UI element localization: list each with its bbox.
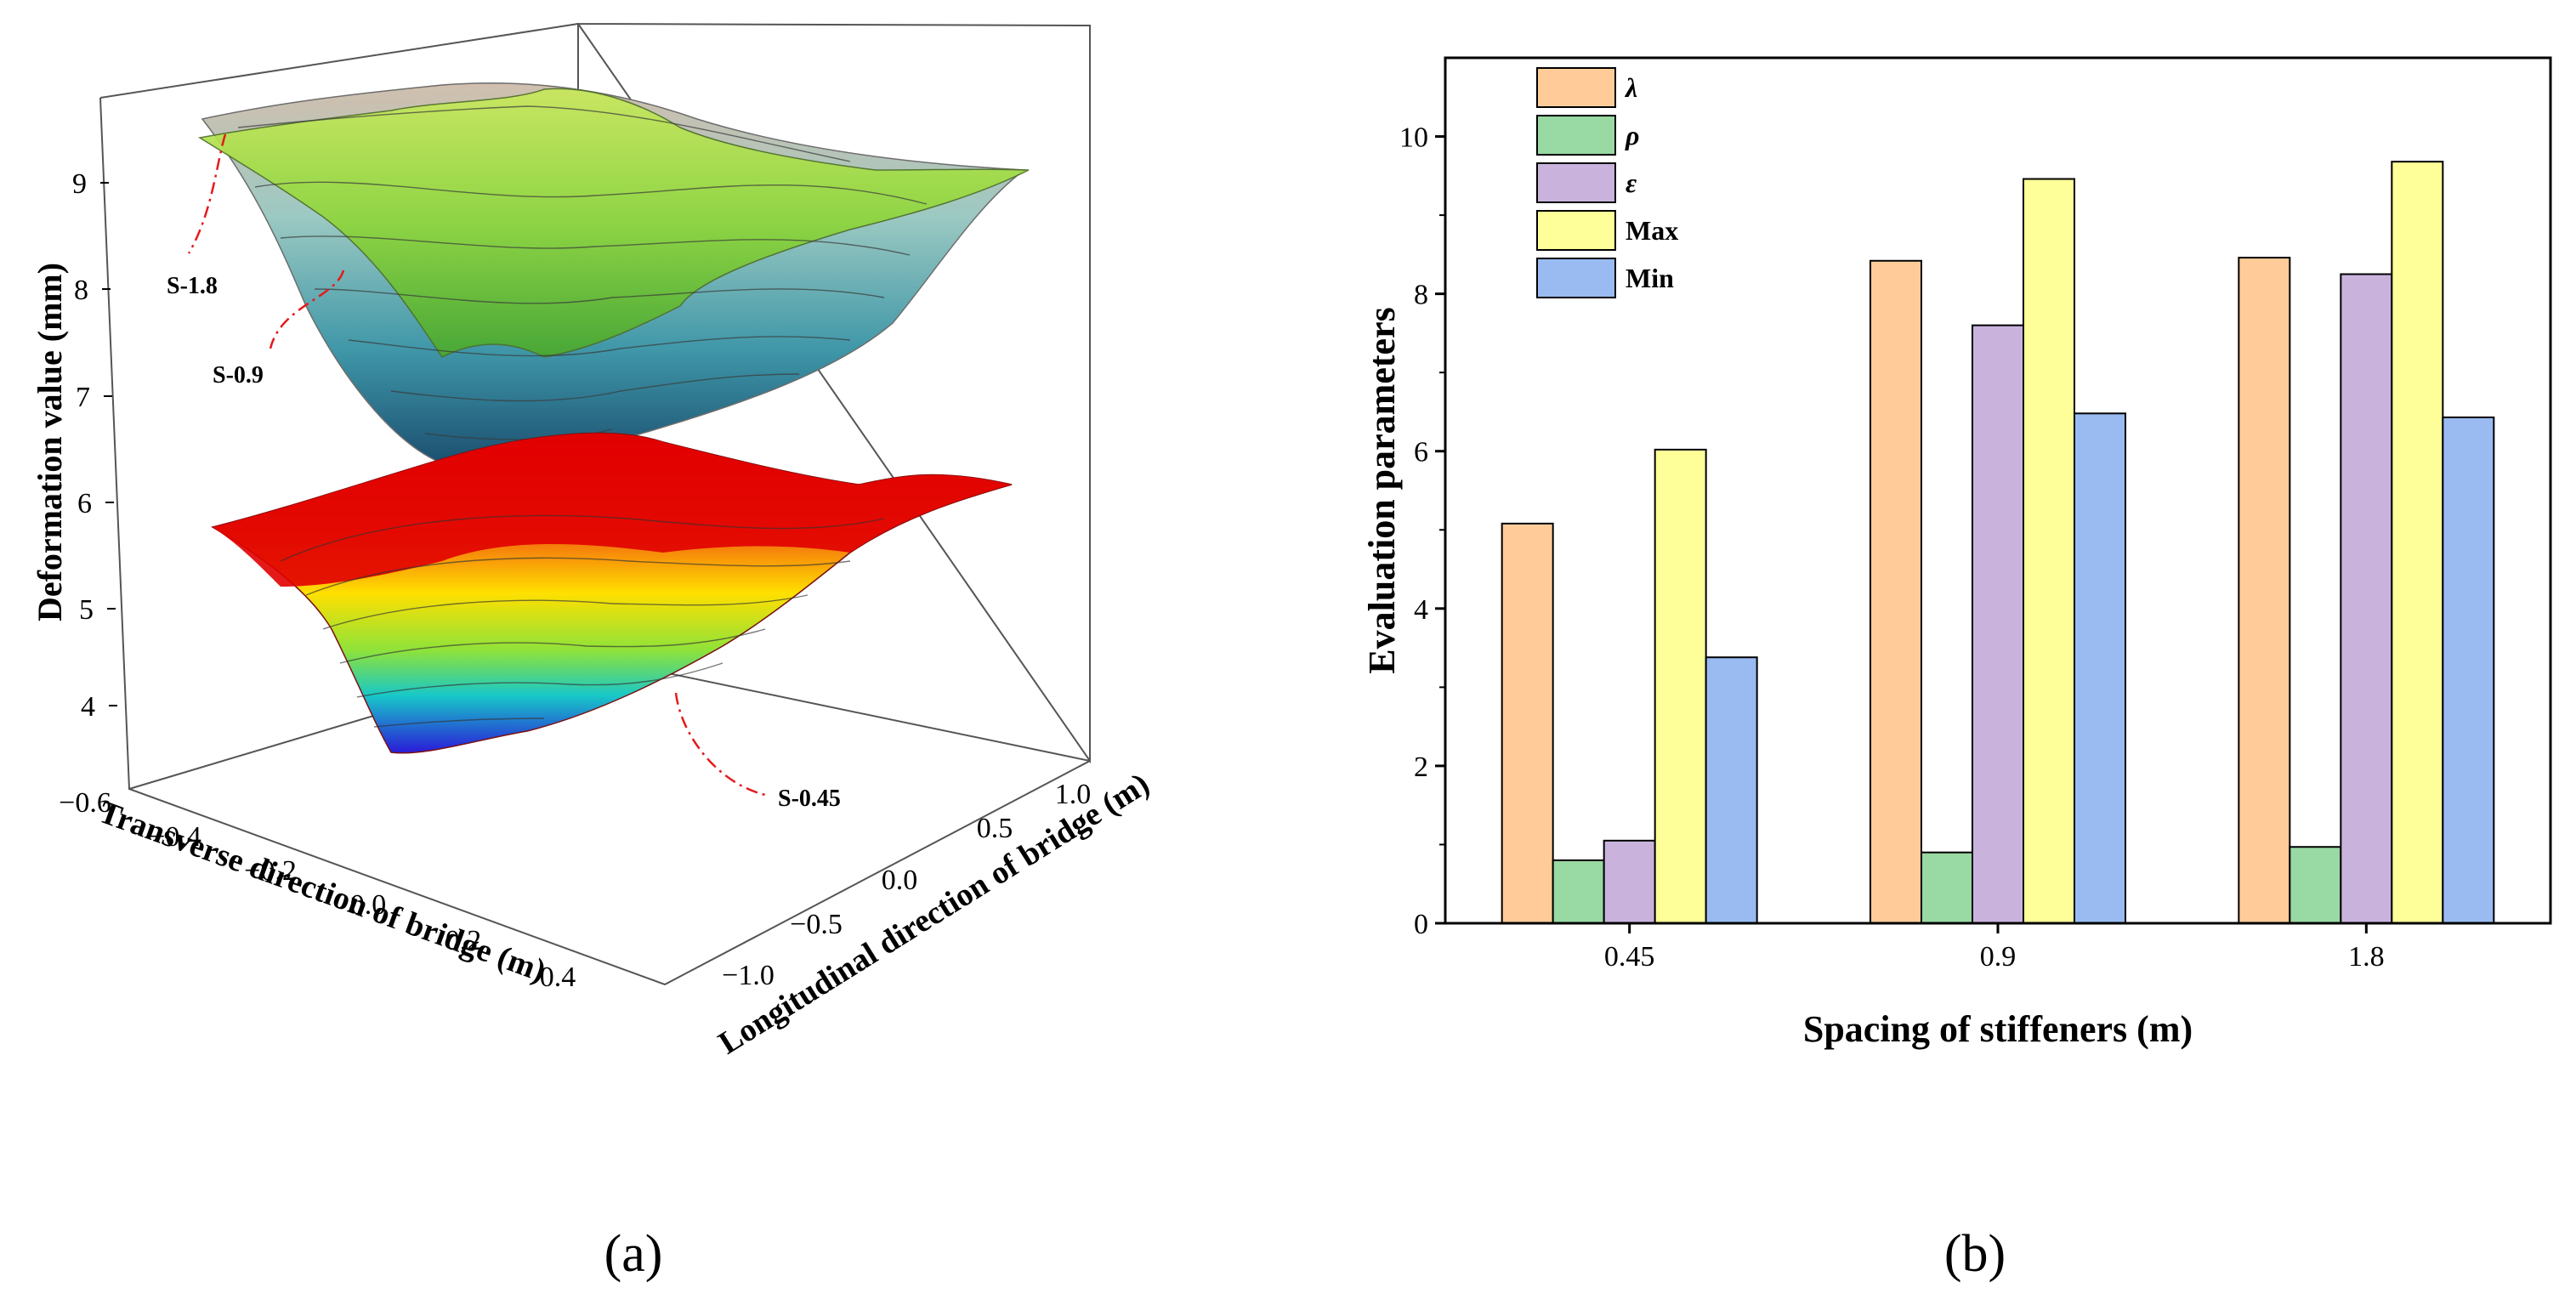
x-category-label: 0.9 [1980,941,2017,973]
z-tick-label: 8 [74,275,88,306]
x-tick-label: −0.6 [59,787,111,819]
x-tick-label: 0.2 [445,925,482,956]
z-axis-label: Deformation value (mm) [31,263,69,621]
bar-Min-0.9 [2074,412,2126,924]
legend-swatch-lambda [1536,67,1616,108]
legend-label-epsilon: ε [1626,167,1637,198]
y-axis-tick-labels: −1.0 −0.5 0.0 0.5 1.0 [722,779,1091,991]
z-tick-label: 5 [79,594,94,626]
y-tick-label: 4 [1414,594,1428,626]
legend-swatch-max [1536,210,1616,251]
bar-ε-0.9 [1972,324,2024,924]
annotation-s-1-8: S-1.8 [167,273,218,299]
legend-label-lambda: λ [1624,72,1637,103]
y-axis-label: Evaluation parameters [1361,307,1403,673]
bar-Max-0.9 [2023,178,2075,924]
legend-label-min: Min [1626,263,1674,293]
surface-s-0-45-rim [213,433,1012,587]
bar-ρ-1.8 [2289,846,2342,924]
x-tick-label: 0.0 [350,889,387,921]
y-tick-label: 2 [1414,752,1428,783]
z-tick-label: 6 [77,488,92,519]
y-tick-label: 6 [1414,437,1428,468]
z-tick-label: 7 [76,382,90,413]
bar-λ-0.9 [1870,259,1922,924]
legend-swatch-min [1536,258,1616,298]
bar-Max-1.8 [2391,161,2444,925]
x-axis-label: Spacing of stiffeners (m) [1803,1008,2193,1050]
bar-Min-1.8 [2442,416,2495,924]
bar-ε-1.8 [2340,273,2393,924]
annotation-s-0-9: S-0.9 [213,362,264,389]
panel-b: 0.45 0.9 1.8 0 2 4 6 8 10 Spacing of sti… [1361,56,2552,1283]
legend-swatch-epsilon [1536,162,1616,203]
lower-contours [280,514,885,728]
surface-upper [197,82,1030,465]
panel-a-label: (a) [604,1225,663,1283]
surface-s-0-45 [211,432,1013,754]
legend-swatch-rho [1536,115,1616,156]
legend-label-max: Max [1626,215,1678,246]
legend-label-rho: ρ [1625,120,1639,150]
bar-ε-0.45 [1603,839,1656,924]
x-tick-label: −0.2 [244,855,297,887]
x-tick-label: 0.4 [540,961,576,993]
panel-a: 4 5 6 7 8 9 Deformation value (mm) −0.6 … [31,22,1155,1283]
bar-ρ-0.9 [1921,851,1973,925]
z-tick-label: 9 [72,168,87,200]
y-tick-label: 0.5 [977,813,1013,844]
z-tick-label: 4 [81,691,95,723]
bar-λ-0.45 [1501,522,1554,924]
y-axis-ticks [1435,135,2368,933]
bar-Min-0.45 [1705,656,1758,924]
leader-s-0-45 [674,692,766,797]
y-tick-label: 0 [1414,909,1428,940]
y-tick-label: −1.0 [722,960,775,991]
y-tick-label: −0.5 [790,909,843,940]
bar-λ-1.8 [2238,257,2291,925]
panel-b-label: (b) [1944,1225,2006,1283]
z-axis-ticks [100,182,117,706]
z-axis-tick-labels: 4 5 6 7 8 9 [72,168,95,723]
leader-s-0-9 [269,269,345,349]
bar-plot-area [1501,161,2495,925]
x-category-label: 1.8 [2348,941,2385,973]
x-axis-label: Transverse direction of bridge (m) [94,794,551,990]
y-tick-label: 10 [1399,122,1428,154]
y-tick-label: 0.0 [882,865,918,896]
bar-Max-0.45 [1654,448,1707,924]
bar-ρ-0.45 [1552,859,1605,924]
leader-s-1-8 [187,133,227,254]
x-axis-tick-labels: 0.45 0.9 1.8 [1604,941,2385,973]
annotation-s-0-45: S-0.45 [778,786,841,812]
x-category-label: 0.45 [1604,941,1655,973]
y-axis-tick-labels: 0 2 4 6 8 10 [1399,122,1428,940]
x-tick-label: −0.4 [149,821,201,853]
y-tick-label: 1.0 [1055,779,1092,810]
legend: λ ρ ε Max Min [1536,67,1678,298]
x-axis-tick-labels: −0.6 −0.4 −0.2 0.0 0.2 0.4 [59,787,576,993]
y-tick-label: 8 [1414,280,1428,311]
annotations: S-1.8 S-0.9 S-0.45 [167,133,841,812]
surface-s-0-9 [197,88,1030,358]
